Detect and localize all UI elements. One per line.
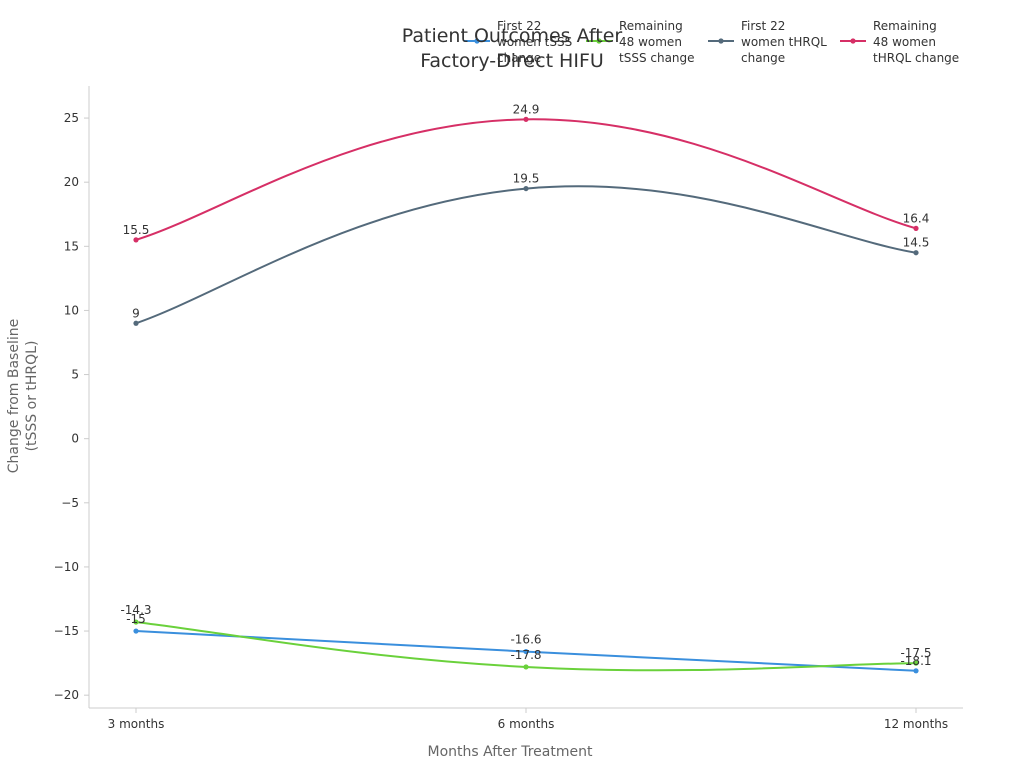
data-label: 9 <box>132 306 140 320</box>
data-label: -15 <box>126 612 146 626</box>
legend-swatch-marker <box>596 38 602 44</box>
data-label: -18.1 <box>900 654 931 668</box>
y-tick-label: −10 <box>54 560 79 574</box>
legend-label: Remaining 48 women tSSS change <box>619 19 695 65</box>
y-tick-label: 10 <box>64 303 79 317</box>
data-labels: -15 -16.6 -18.1 -14.3 -17.8 -17.5 9 19.5 14.5 15.… <box>120 102 931 667</box>
data-point <box>133 237 139 243</box>
data-point <box>133 619 139 625</box>
legend-swatch-marker <box>474 38 480 44</box>
data-label: -14.3 <box>120 603 151 617</box>
data-point <box>133 320 139 326</box>
legend-label: First 22 women tHRQL change <box>741 19 827 65</box>
y-tick-label: −5 <box>61 496 79 510</box>
y-axis-title: Change from Baseline (tSSS or tHRQL) <box>6 319 40 473</box>
data-label: -17.8 <box>510 648 541 662</box>
data-point <box>913 250 919 256</box>
chart-title: Patient Outcomes After Factory-Direct HIF… <box>402 25 623 72</box>
legend-item[interactable]: Remaining 48 women tSSS change <box>586 19 695 65</box>
legend-swatch-marker <box>850 38 856 44</box>
y-tick-label: 20 <box>64 175 79 189</box>
x-axis-title: Months After Treatment <box>428 744 593 760</box>
data-label: 16.4 <box>903 211 930 225</box>
data-point <box>913 660 919 666</box>
legend-item[interactable]: First 22 women tSSS change <box>464 19 572 65</box>
axes: −20 −15 −10 −5 0 5 10 15 20 25 3 months 6 months 12 … <box>6 86 963 760</box>
data-label: -17.5 <box>900 646 931 660</box>
legend-label: Remaining 48 women tHRQL change <box>873 19 959 65</box>
data-label: 24.9 <box>513 102 540 116</box>
x-tick-label: 6 months <box>498 717 555 731</box>
chart-title-text: Patient Outcomes After Factory-Direct HIF… <box>402 25 623 72</box>
data-label: 15.5 <box>123 223 150 237</box>
data-label: 19.5 <box>513 172 540 186</box>
data-point <box>133 628 139 634</box>
y-tick-label: 25 <box>64 111 79 125</box>
legend-swatch-marker <box>718 38 724 44</box>
data-point <box>523 185 529 192</box>
data-point <box>523 116 529 122</box>
y-tick-label: −15 <box>54 624 79 638</box>
series-group <box>133 116 919 674</box>
data-label: 14.5 <box>903 236 930 250</box>
data-label: -16.6 <box>510 633 541 647</box>
legend-item[interactable]: Remaining 48 women tHRQL change <box>840 19 959 65</box>
legend-item[interactable]: First 22 women tHRQL change <box>708 19 827 65</box>
data-point <box>523 664 529 670</box>
data-point <box>913 225 919 231</box>
y-tick-label: 15 <box>64 239 79 253</box>
y-tick-label: −20 <box>54 688 79 702</box>
x-tick-label: 12 months <box>884 717 948 731</box>
data-point <box>523 648 529 655</box>
y-tick-label: 5 <box>71 368 79 382</box>
series-line <box>135 185 917 325</box>
x-tick-label: 3 months <box>108 717 165 731</box>
data-point <box>913 668 919 674</box>
legend[interactable]: First 22 women tSSS change Remaining 48 wome… <box>464 19 959 65</box>
legend-label: First 22 women tSSS change <box>497 19 572 65</box>
y-tick-label: 0 <box>71 432 79 446</box>
